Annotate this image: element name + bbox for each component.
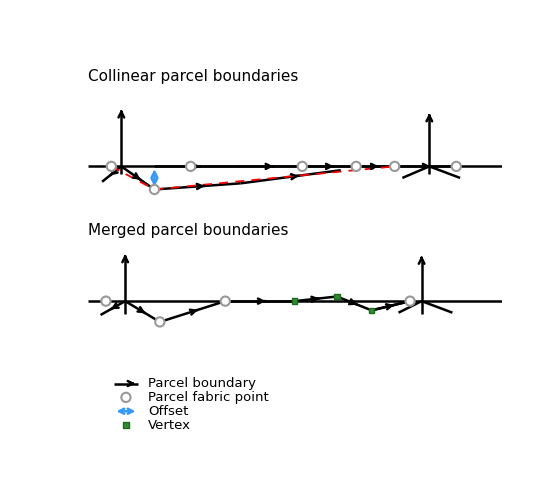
Bar	[123, 422, 129, 428]
Circle shape	[221, 297, 230, 306]
Text: Offset: Offset	[148, 405, 188, 418]
Circle shape	[150, 185, 159, 194]
Text: Collinear parcel boundaries: Collinear parcel boundaries	[88, 69, 299, 84]
Circle shape	[390, 162, 399, 171]
Bar	[369, 308, 375, 313]
Circle shape	[297, 162, 307, 171]
Circle shape	[121, 393, 131, 402]
Text: Parcel fabric point: Parcel fabric point	[148, 391, 269, 404]
Circle shape	[101, 297, 111, 306]
Text: Parcel boundary: Parcel boundary	[148, 377, 256, 390]
Text: Merged parcel boundaries: Merged parcel boundaries	[88, 223, 288, 238]
Circle shape	[405, 297, 415, 306]
Bar	[292, 299, 297, 304]
Circle shape	[452, 162, 461, 171]
Circle shape	[107, 162, 116, 171]
Circle shape	[352, 162, 361, 171]
Bar	[334, 294, 340, 299]
Text: Vertex: Vertex	[148, 419, 191, 431]
Circle shape	[155, 317, 164, 327]
Circle shape	[186, 162, 195, 171]
